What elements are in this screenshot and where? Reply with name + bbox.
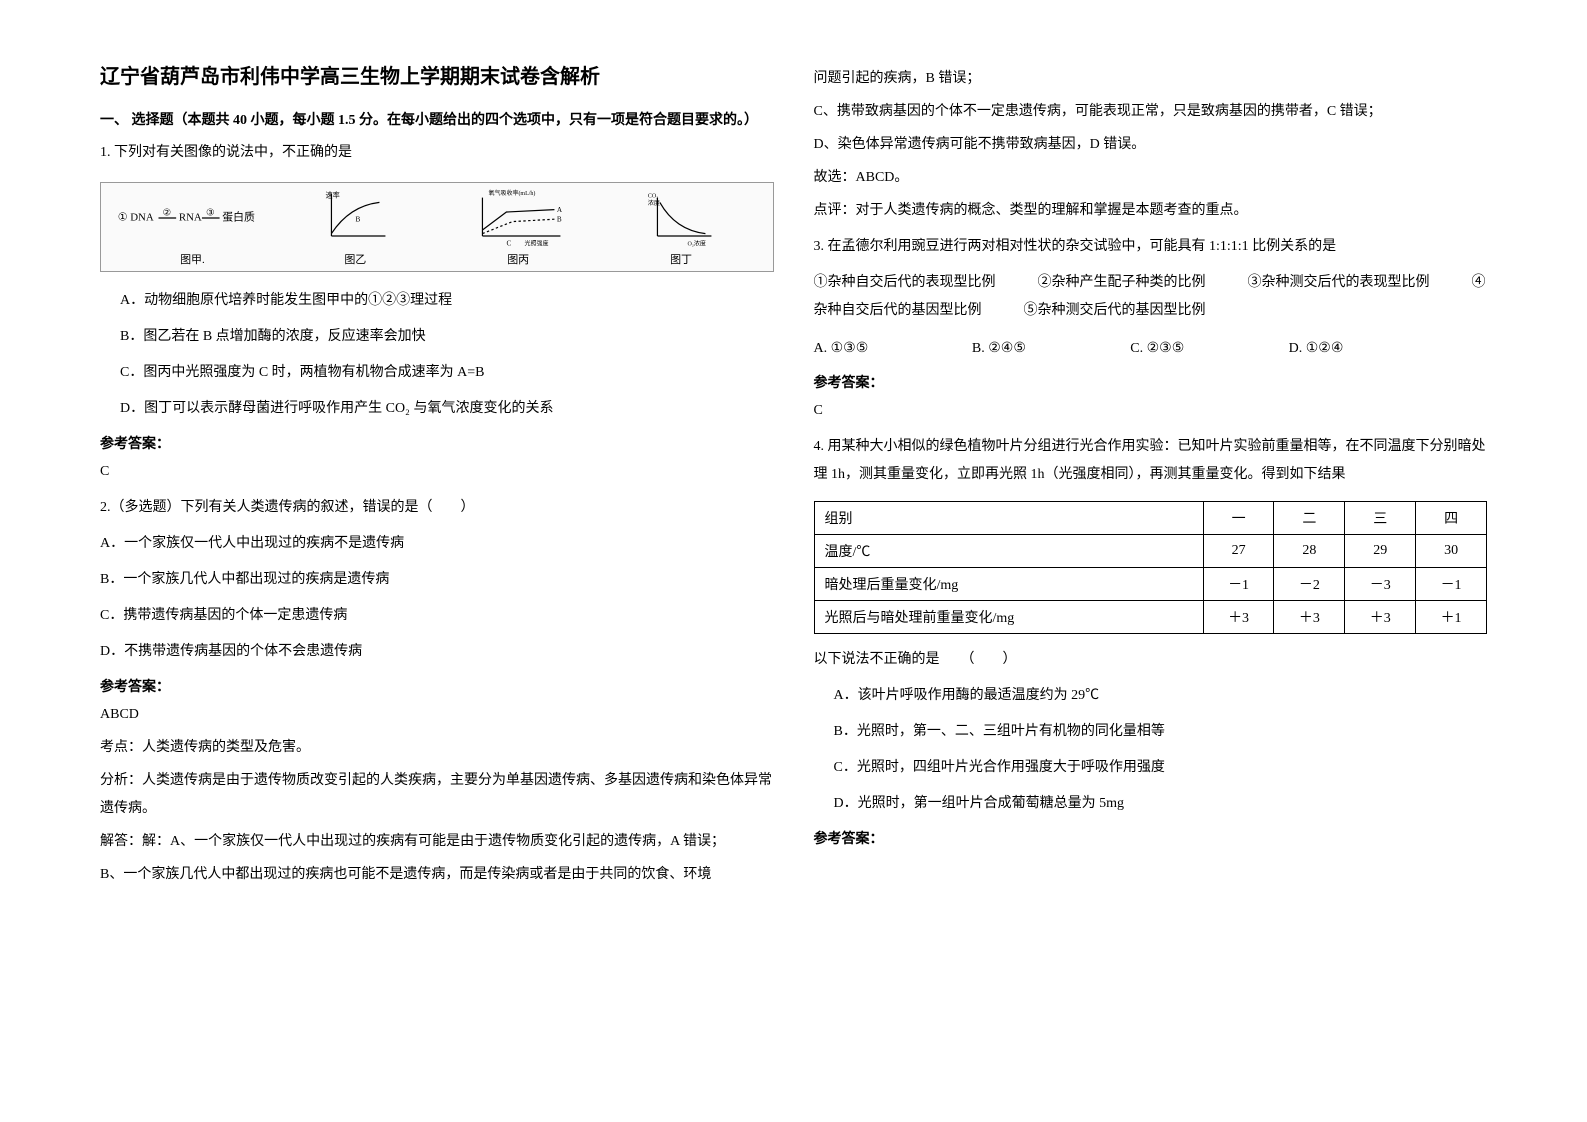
svg-text:C: C [506,239,511,247]
figure-bing-svg: 氧气吸收率(mL/h) A B C 光照强度 [437,188,600,248]
q2-stem: 2.（多选题）下列有关人类遗传病的叙述，错误的是（ ） [100,494,774,522]
table-row: 暗处理后重量变化/mg －1 －2 －3 －1 [814,568,1487,601]
row1-label: 暗处理后重量变化/mg [814,568,1203,601]
q2-answer: ABCD [100,701,774,729]
q1-opt-c: C．图丙中光照强度为 C 时，两植物有机物合成速率为 A=B [100,359,774,387]
right-column: 问题引起的疾病，B 错误； C、携带致病基因的个体不一定患遗传病，可能表现正常，… [794,60,1508,1062]
row1-v2: －2 [1274,568,1345,601]
q1-opt-a: A．动物细胞原代培养时能发生图甲中的①②③理过程 [100,287,774,315]
figure-bing-label: 图丙 [437,251,600,267]
q4-opt-b: B．光照时，第一、二、三组叶片有机物的同化量相等 [814,718,1488,746]
row2-v1: ＋3 [1203,601,1274,634]
q2-jieda2: B、一个家族几代人中都出现过的疾病也可能不是遗传病，而是传染病或者是由于共同的饮… [100,861,774,889]
bing-ylabel: 氧气吸收率(mL/h) [488,189,535,197]
svg-text:②: ② [163,207,172,218]
q1-figures: ① DNA ② RNA ③ 蛋白质 图甲. 速率 B 图乙 氧气吸收率(mL/ [100,182,774,272]
q2-fenxi: 分析：人类遗传病是由于遗传物质改变引起的人类疾病，主要分为单基因遗传病、多基因遗… [100,767,774,823]
row0-v3: 29 [1345,535,1416,568]
th-4: 四 [1416,502,1487,535]
q2-kaodian: 考点：人类遗传病的类型及危害。 [100,734,774,762]
q1-answer: C [100,458,774,486]
q4-answer-label: 参考答案： [814,828,1488,848]
svg-text:光照强度: 光照强度 [524,239,548,247]
figure-jia-label: 图甲. [111,251,274,267]
row0-v2: 28 [1274,535,1345,568]
q3-opt-a: A. ①③⑤ [814,340,972,357]
row2-label: 光照后与暗处理前重量变化/mg [814,601,1203,634]
th-2: 二 [1274,502,1345,535]
figure-jia: ① DNA ② RNA ③ 蛋白质 图甲. [111,188,274,267]
figure-jia-svg: ① DNA ② RNA ③ 蛋白质 [111,188,274,248]
svg-text:③: ③ [206,207,215,218]
th-group: 组别 [814,502,1203,535]
row1-v3: －3 [1345,568,1416,601]
svg-text:CO₂: CO₂ [647,193,657,199]
svg-text:浓度: 浓度 [647,198,659,206]
table-header-row: 组别 一 二 三 四 [814,502,1487,535]
q2-opt-a: A．一个家族仅一代人中出现过的疾病不是遗传病 [100,530,774,558]
page-title: 辽宁省葫芦岛市利伟中学高三生物上学期期末试卷含解析 [100,60,774,89]
row2-v3: ＋3 [1345,601,1416,634]
q2-dianping: 点评：对于人类遗传病的概念、类型的理解和掌握是本题考查的重点。 [814,197,1488,225]
q4-table: 组别 一 二 三 四 温度/℃ 27 28 29 30 暗处理后重量变化/mg … [814,501,1488,634]
q1-opt-b: B．图乙若在 B 点增加酶的浓度，反应速率会加快 [100,323,774,351]
q1-opt-d: D．图丁可以表示酵母菌进行呼吸作用产生 CO₂ 与氧气浓度变化的关系 [100,395,774,423]
left-column: 辽宁省葫芦岛市利伟中学高三生物上学期期末试卷含解析 一、 选择题（本题共 40 … [80,60,794,1062]
q2-answer-label: 参考答案： [100,676,774,696]
q4-substem: 以下说法不正确的是 （ ） [814,646,1488,674]
q3-options: A. ①③⑤ B. ②④⑤ C. ②③⑤ D. ①②④ [814,340,1488,357]
row1-v1: －1 [1203,568,1274,601]
svg-text:A: A [557,206,563,214]
table-row: 温度/℃ 27 28 29 30 [814,535,1487,568]
q4-opt-d: D．光照时，第一组叶片合成葡萄糖总量为 5mg [814,790,1488,818]
svg-text:速率: 速率 [325,190,339,199]
svg-text:RNA: RNA [179,211,202,223]
q1-stem: 1. 下列对有关图像的说法中，不正确的是 [100,139,774,167]
q2-opt-d: D．不携带遗传病基因的个体不会患遗传病 [100,638,774,666]
table-row: 光照后与暗处理前重量变化/mg ＋3 ＋3 ＋3 ＋1 [814,601,1487,634]
svg-text:B: B [557,215,562,223]
th-3: 三 [1345,502,1416,535]
q4-opt-a: A．该叶片呼吸作用酶的最适温度约为 29℃ [814,682,1488,710]
section-header: 一、 选择题（本题共 40 小题，每小题 1.5 分。在每小题给出的四个选项中，… [100,109,774,129]
row0-label: 温度/℃ [814,535,1203,568]
svg-text:① DNA: ① DNA [118,211,154,223]
row1-v4: －1 [1416,568,1487,601]
q3-opt-d: D. ①②④ [1289,340,1447,357]
q1-answer-label: 参考答案： [100,433,774,453]
q3-answer: C [814,397,1488,425]
row2-v2: ＋3 [1274,601,1345,634]
svg-text:B: B [355,215,360,223]
figure-yi-label: 图乙 [274,251,437,267]
q3-answer-label: 参考答案： [814,372,1488,392]
q3-opt-c: C. ②③⑤ [1130,340,1288,357]
figure-bing: 氧气吸收率(mL/h) A B C 光照强度 图丙 [437,188,600,267]
figure-yi-svg: 速率 B [274,188,437,248]
row0-v4: 30 [1416,535,1487,568]
th-1: 一 [1203,502,1274,535]
row2-v4: ＋1 [1416,601,1487,634]
q2-opt-c: C．携带遗传病基因的个体一定患遗传病 [100,602,774,630]
q4-opt-c: C．光照时，四组叶片光合作用强度大于呼吸作用强度 [814,754,1488,782]
q2-opt-b: B．一个家族几代人中都出现过的疾病是遗传病 [100,566,774,594]
figure-ding-svg: CO₂ 浓度 O₂浓度 [600,188,763,248]
svg-text:蛋白质: 蛋白质 [222,209,255,223]
q2-jieda3: 问题引起的疾病，B 错误； [814,65,1488,93]
svg-text:O₂浓度: O₂浓度 [687,239,705,247]
row0-v1: 27 [1203,535,1274,568]
figure-yi: 速率 B 图乙 [274,188,437,267]
q2-jieda4: C、携带致病基因的个体不一定患遗传病，可能表现正常，只是致病基因的携带者，C 错… [814,98,1488,126]
figure-ding-label: 图丁 [600,251,763,267]
q2-jieda5: D、染色体异常遗传病可能不携带致病基因，D 错误。 [814,131,1488,159]
q4-stem: 4. 用某种大小相似的绿色植物叶片分组进行光合作用实验：已知叶片实验前重量相等，… [814,433,1488,489]
q3-desc: ①杂种自交后代的表现型比例 ②杂种产生配子种类的比例 ③杂种测交后代的表现型比例… [814,269,1488,325]
q3-stem: 3. 在孟德尔利用豌豆进行两对相对性状的杂交试验中，可能具有 1:1:1:1 比… [814,233,1488,261]
q2-jieda1: 解答：解：A、一个家族仅一代人中出现过的疾病有可能是由于遗传物质变化引起的遗传病… [100,828,774,856]
q2-guxuan: 故选：ABCD。 [814,164,1488,192]
figure-ding: CO₂ 浓度 O₂浓度 图丁 [600,188,763,267]
q3-opt-b: B. ②④⑤ [972,340,1130,357]
